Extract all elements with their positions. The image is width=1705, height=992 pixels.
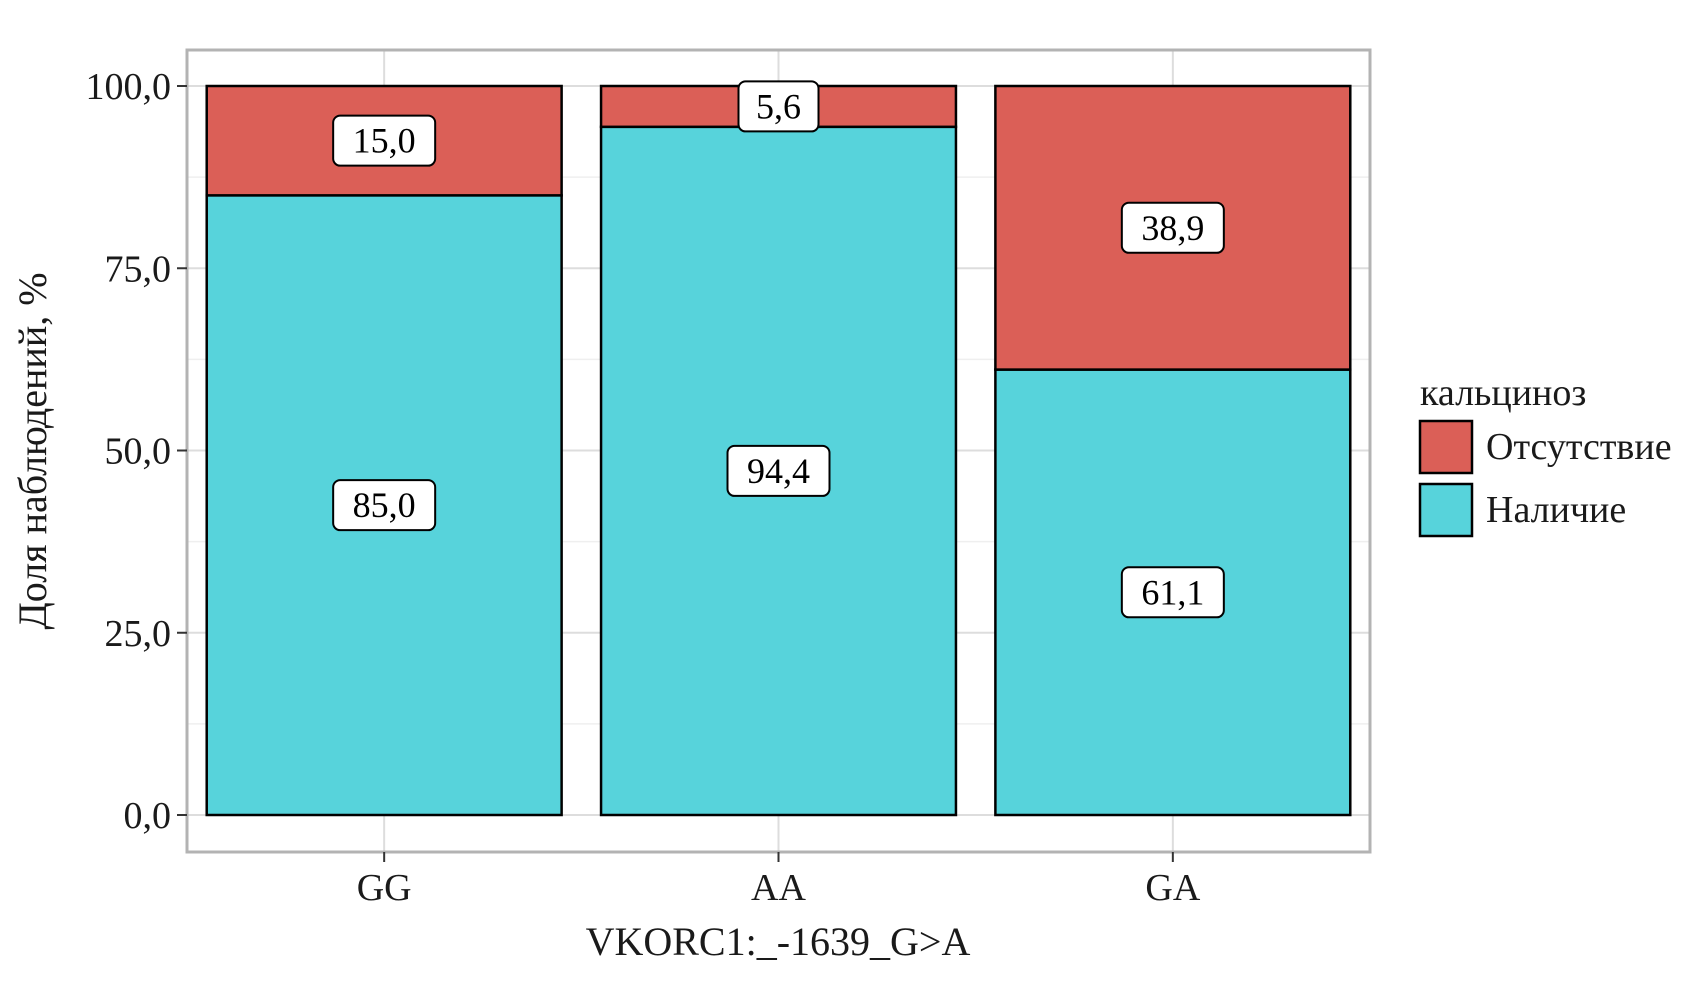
y-tick-label: 75,0 — [105, 248, 172, 290]
x-tick-label: GA — [1145, 867, 1200, 909]
data-label: 85,0 — [353, 485, 416, 525]
x-tick-label: AA — [751, 867, 806, 909]
legend-swatch-0 — [1418, 419, 1474, 475]
y-axis-title: Доля наблюдений, % — [10, 272, 55, 629]
data-labels: 85,0 15,0 94,4 5,6 61,1 38,9 — [332, 80, 1225, 619]
y-tick-label: 25,0 — [105, 613, 172, 655]
legend-title: кальциноз — [1420, 372, 1586, 414]
y-axis: 0,0 25,0 50,0 75,0 100,0 — [86, 66, 187, 837]
y-tick-label: 0,0 — [124, 795, 172, 837]
legend-label-1: Наличие — [1486, 489, 1626, 531]
data-label: 15,0 — [353, 121, 416, 161]
x-axis-title: VKORC1:_-1639_G>A — [586, 919, 971, 964]
data-label-box — [332, 479, 437, 532]
x-tick-label: GG — [357, 867, 412, 909]
legend-label-0: Отсутствие — [1486, 426, 1672, 468]
y-tick-label: 50,0 — [105, 431, 172, 473]
data-label-box — [1120, 201, 1225, 254]
data-label-box — [726, 444, 831, 497]
legend-swatch-1 — [1418, 482, 1474, 538]
x-axis: GG AA GA — [357, 852, 1201, 909]
data-label-box — [737, 80, 820, 133]
data-label-box — [332, 114, 437, 167]
data-label: 38,9 — [1141, 208, 1204, 248]
legend-entry-0: Отсутствие — [1418, 419, 1672, 475]
y-tick-label: 100,0 — [86, 66, 172, 108]
data-label: 61,1 — [1141, 572, 1204, 612]
legend-entry-1: Наличие — [1418, 482, 1626, 538]
data-label: 5,6 — [756, 86, 801, 126]
data-label: 94,4 — [747, 451, 810, 491]
data-label-box — [1120, 566, 1225, 619]
legend: кальциноз Отсутствие Наличие — [1418, 372, 1672, 538]
